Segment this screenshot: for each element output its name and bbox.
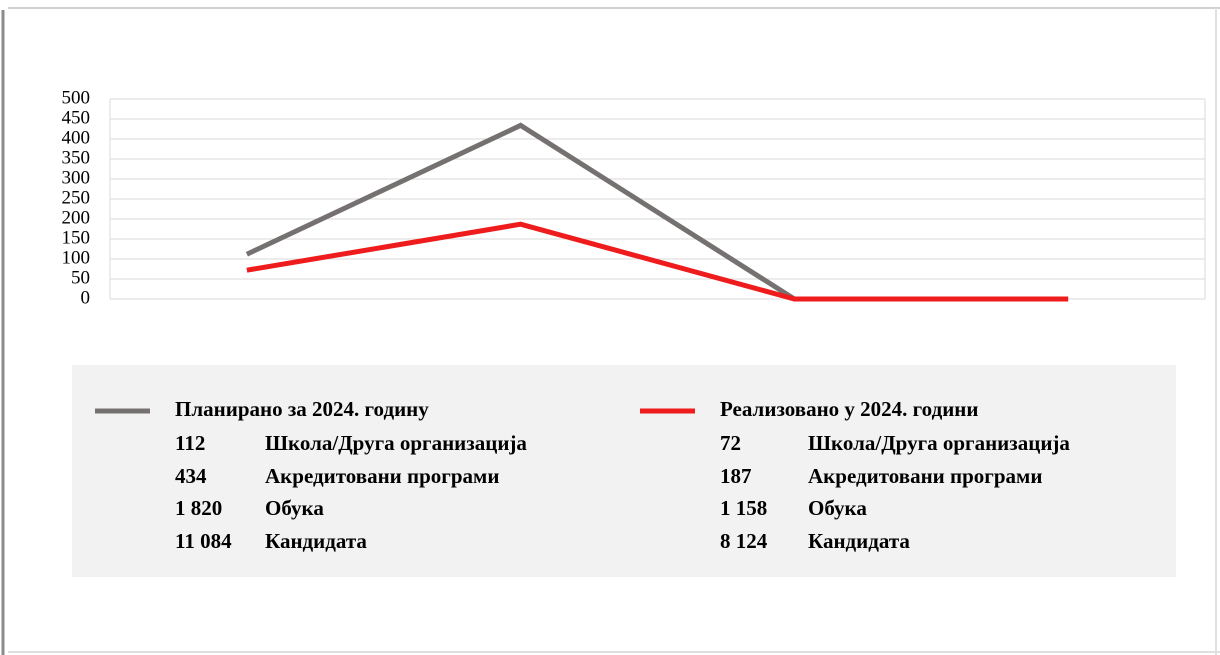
y-tick-label: 50 (71, 267, 90, 288)
legend-item: Обука (265, 496, 324, 520)
y-tick-label: 350 (62, 147, 91, 168)
legend-number: 72 (720, 431, 741, 455)
data-line (246, 221, 1069, 302)
legend-label: Планирано за 2024. годину (175, 397, 429, 421)
legend-item: Кандидата (265, 529, 367, 553)
legend-item: Акредитовани програми (265, 464, 499, 488)
legend-item: Кандидата (808, 529, 910, 553)
y-tick-label: 450 (62, 107, 91, 128)
legend-number: 1 158 (720, 496, 767, 520)
y-tick-label: 250 (62, 187, 91, 208)
y-tick-label: 0 (81, 287, 91, 308)
legend-item: Обука (808, 496, 867, 520)
legend-number: 434 (175, 464, 207, 488)
legend-item: Школа/Друга организација (808, 431, 1070, 455)
legend-number: 187 (720, 464, 752, 488)
y-tick-label: 200 (62, 207, 91, 228)
y-tick-label: 500 (62, 87, 91, 108)
legend-number: 11 084 (175, 529, 232, 553)
legend-item: Акредитовани програми (808, 464, 1042, 488)
y-tick-label: 150 (62, 227, 91, 248)
legend-number: 112 (175, 431, 205, 455)
y-tick-label: 400 (62, 127, 91, 148)
legend-item: Школа/Друга организација (265, 431, 527, 455)
legend-label: Реализовано у 2024. години (720, 397, 979, 421)
y-tick-label: 100 (62, 247, 91, 268)
legend-number: 1 820 (175, 496, 222, 520)
y-tick-label: 300 (62, 167, 91, 188)
legend-box (72, 365, 1176, 577)
legend-number: 8 124 (720, 529, 768, 553)
